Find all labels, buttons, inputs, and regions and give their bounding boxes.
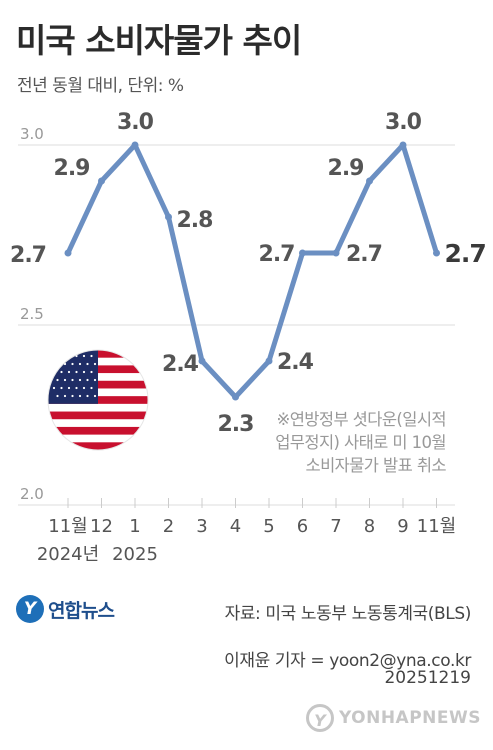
data-point bbox=[232, 393, 239, 401]
data-label: 2.7 bbox=[346, 242, 382, 267]
chart-title: 미국 소비자물가 추이 bbox=[16, 21, 302, 60]
series-line bbox=[65, 142, 439, 400]
source-text: 자료: 미국 노동부 노동통계국(BLS) bbox=[224, 604, 472, 624]
data-label: 2.9 bbox=[328, 156, 364, 181]
data-point bbox=[399, 141, 407, 149]
x-tick-label: 2 bbox=[163, 516, 174, 537]
x-tick-label: 3 bbox=[196, 516, 207, 537]
credit-text: 이재윤 기자 = yoon2@yna.co.kr bbox=[224, 651, 471, 671]
data-point bbox=[299, 249, 306, 257]
watermark-text: YONHAPNEWS bbox=[338, 708, 481, 728]
data-point bbox=[198, 357, 206, 365]
note-text: ※연방정부 셧다운(일시적 bbox=[276, 410, 446, 429]
data-label: 3.0 bbox=[385, 110, 422, 135]
data-label: 2.7 bbox=[259, 242, 295, 267]
year-label: 2025 bbox=[112, 544, 158, 565]
yonhap-logo-text: 연합뉴스 bbox=[48, 599, 115, 622]
x-tick-label: 11월 bbox=[48, 516, 87, 537]
data-point bbox=[366, 177, 373, 185]
data-label: 2.4 bbox=[162, 352, 199, 377]
data-point bbox=[131, 141, 139, 149]
data-point bbox=[64, 249, 72, 257]
us-flag-icon bbox=[47, 349, 149, 451]
y-tick-label: 2.5 bbox=[20, 305, 44, 323]
yonhap-logo-icon: Y bbox=[16, 595, 44, 623]
x-tick-label: 11월 bbox=[417, 516, 456, 537]
date-text: 20251219 bbox=[384, 668, 471, 688]
x-tick-label: 9 bbox=[397, 516, 408, 537]
x-tick-label: 12 bbox=[90, 516, 113, 537]
data-point bbox=[98, 177, 105, 185]
data-label: 2.3 bbox=[218, 412, 254, 437]
watermark-logo-icon: Y bbox=[305, 704, 334, 732]
data-label: 3.0 bbox=[117, 110, 154, 135]
note-text: 업무정지) 사태로 미 10월 bbox=[275, 433, 446, 452]
data-label: 2.9 bbox=[54, 156, 90, 181]
data-label: 2.8 bbox=[177, 208, 213, 233]
year-label: 2024년 bbox=[37, 544, 99, 565]
note-text: 소비자물가 발표 취소 bbox=[305, 456, 446, 475]
x-tick-label: 8 bbox=[364, 516, 375, 537]
y-tick-label: 3.0 bbox=[20, 125, 44, 143]
x-tick-label: 7 bbox=[330, 516, 341, 537]
watermark: Y YONHAPNEWS bbox=[305, 704, 481, 732]
data-point bbox=[265, 357, 273, 365]
x-tick-label: 1 bbox=[129, 516, 140, 537]
data-point bbox=[332, 249, 340, 257]
y-tick-label: 2.0 bbox=[20, 485, 44, 503]
x-tick-label: 6 bbox=[297, 516, 308, 537]
x-tick-label: 5 bbox=[263, 516, 274, 537]
x-tick-label: 4 bbox=[230, 516, 241, 537]
data-label: 2.4 bbox=[277, 350, 314, 375]
yonhap-logo: Y 연합뉴스 bbox=[16, 595, 115, 623]
chart-subtitle: 전년 동월 대비, 단위: % bbox=[17, 76, 184, 96]
data-point bbox=[433, 249, 440, 257]
data-label: 2.7 bbox=[445, 239, 486, 268]
data-label: 2.7 bbox=[10, 243, 46, 268]
data-point bbox=[165, 213, 172, 221]
